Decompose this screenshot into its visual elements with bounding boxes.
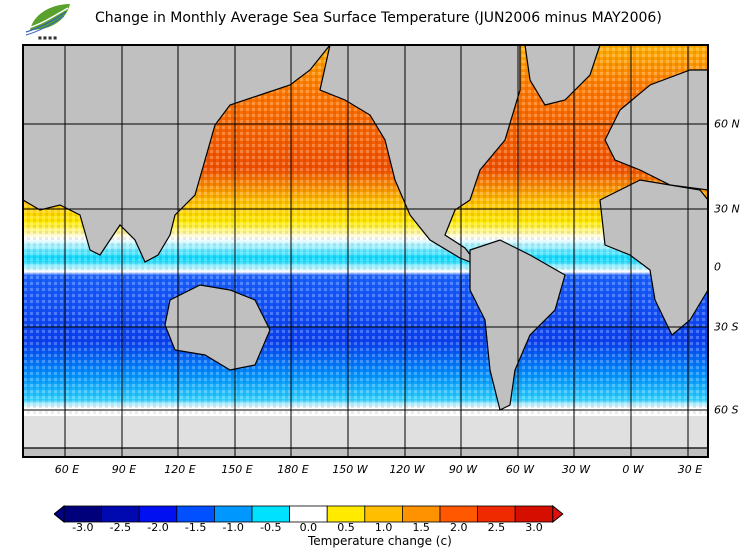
latitude-label: 0	[714, 260, 721, 274]
latitude-label: 60 S	[714, 403, 739, 417]
latitude-label: 30 S	[714, 320, 739, 334]
longitude-label: 60 E	[54, 463, 80, 476]
colorbar-tick-label: 1.0	[374, 521, 393, 534]
longitude-label: 90 W	[448, 463, 478, 476]
colorbar-segment	[477, 505, 516, 523]
colorbar-tick-label: -0.5	[260, 521, 282, 534]
colorbar-tick-label: -2.5	[109, 521, 132, 534]
colorbar-segment	[289, 505, 328, 523]
colorbar-label: Temperature change (c)	[308, 534, 452, 548]
chart-title: Change in Monthly Average Sea Surface Te…	[95, 10, 662, 26]
longitude-label: 120 W	[389, 463, 425, 476]
colorbar-segment	[364, 505, 403, 523]
colorbar-tick-label: -2.0	[147, 521, 169, 534]
longitude-label: 150 E	[221, 463, 253, 476]
colorbar-tick-label: 3.0	[525, 521, 543, 534]
colorbar-tick-label: -1.5	[184, 521, 207, 534]
longitude-label: 150 W	[332, 463, 368, 476]
colorbar-over-arrow	[552, 505, 564, 523]
longitude-label: 60 W	[505, 463, 535, 476]
colorbar-segment	[439, 505, 478, 523]
colorbar-segment	[251, 505, 290, 523]
colorbar-segment	[138, 505, 178, 523]
colorbar-segment	[401, 505, 441, 523]
longitude-label: 90 E	[111, 463, 137, 476]
latitude-label: 60 N	[714, 117, 740, 131]
longitude-label: 30 W	[561, 463, 591, 476]
colorbar-segment	[213, 505, 253, 523]
colorbar-tick-label: 2.5	[487, 521, 506, 534]
land-antarctica	[22, 447, 709, 458]
colorbar-tick-label: -1.0	[222, 521, 244, 534]
colorbar-segment	[514, 505, 554, 523]
colorbar-tick-label: 0.5	[337, 521, 355, 534]
colorbar-under-arrow	[54, 505, 65, 523]
latitude-label: 30 N	[714, 202, 740, 216]
colorbar-tick-label: 1.5	[412, 521, 430, 534]
colorbar-segment	[101, 505, 140, 523]
map-frame	[22, 44, 709, 458]
colorbar-segment	[176, 505, 215, 523]
longitude-label: 120 E	[164, 463, 196, 476]
colorbar	[54, 505, 564, 523]
longitude-label: 180 E	[277, 463, 309, 476]
svg-text:■ ■ ■ ■: ■ ■ ■ ■	[38, 35, 57, 40]
colorbar-tick-label: 0.0	[299, 521, 318, 534]
colorbar-segment	[63, 505, 102, 523]
land-asia	[22, 44, 332, 263]
colorbar-tick-label: -3.0	[72, 521, 94, 534]
longitude-label: 30 E	[677, 463, 703, 476]
hko-logo: ■ ■ ■ ■	[25, 4, 70, 40]
longitude-label: 0 W	[622, 463, 644, 476]
colorbar-segment	[326, 505, 366, 523]
sst-map	[22, 44, 709, 458]
colorbar-tick-label: 2.0	[450, 521, 468, 534]
